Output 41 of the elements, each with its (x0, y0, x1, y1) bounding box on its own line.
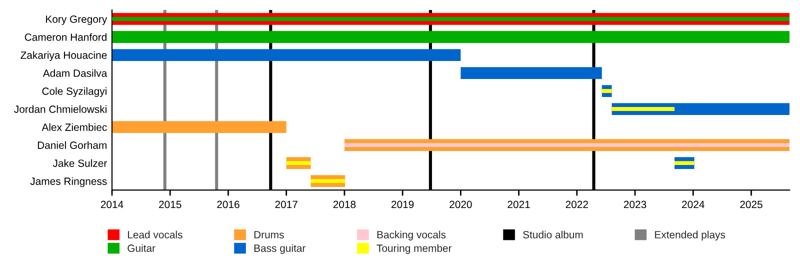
x-tick-label: 2017 (275, 200, 298, 208)
legend-label: Drums (254, 231, 284, 238)
bar (310, 179, 346, 184)
x-tick-label: 2022 (566, 200, 588, 208)
legend-label: Touring member (376, 244, 452, 254)
x-tick-label: 2024 (682, 200, 704, 208)
x-tick-label: 2023 (624, 200, 646, 208)
x-tick-label: 2015 (159, 200, 182, 208)
bar (112, 31, 790, 43)
x-tick-label: 2020 (450, 200, 472, 208)
x-tick-label: 2021 (508, 200, 530, 208)
legend-label: Bass guitar (254, 244, 306, 254)
bar (674, 161, 694, 166)
bar (112, 49, 461, 61)
y-tick-label: Adam Dasilva (42, 69, 108, 77)
bar (286, 161, 311, 166)
legend-label: Backing vocals (377, 230, 446, 240)
x-tick-label: 2014 (100, 200, 124, 208)
legend-label: Extended plays (655, 230, 726, 240)
y-tick-label: James Ringness (30, 177, 107, 188)
legend-label: Guitar (128, 244, 156, 252)
y-tick-label: Alex Ziembiec (42, 123, 107, 131)
y-tick-label: Zakariya Houacine (20, 51, 107, 61)
y-tick-label: Jake Sulzer (52, 159, 107, 167)
x-tick-label: 2018 (333, 200, 356, 208)
y-tick-label: Daniel Gorham (38, 141, 106, 149)
legend-label: Studio album (523, 230, 583, 238)
x-tick-label: 2016 (217, 200, 240, 208)
x-tick-label: 2025 (740, 200, 762, 208)
legend-label: Lead vocals (128, 230, 182, 238)
bar (112, 121, 286, 133)
y-tick-label: Jordan Chmielowski (14, 105, 106, 113)
y-tick-label: Cole Syzilagyi (42, 87, 106, 97)
y-tick-label: Cameron Hanford (24, 33, 106, 41)
x-tick-label: 2019 (392, 200, 414, 208)
y-tick-label: Kory Gregory (46, 15, 108, 25)
bar (460, 67, 602, 79)
bar (344, 143, 790, 148)
bar (612, 107, 675, 112)
bar (112, 17, 790, 21)
bar (602, 89, 612, 94)
